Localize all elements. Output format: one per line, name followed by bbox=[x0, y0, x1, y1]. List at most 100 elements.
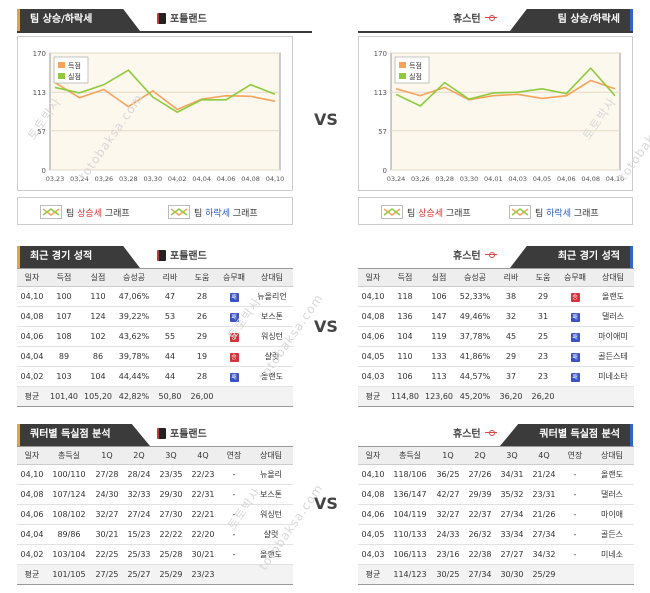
table-cell: - bbox=[560, 524, 590, 545]
table-cell: 28 bbox=[187, 366, 217, 387]
table-cell: 113 bbox=[422, 366, 456, 387]
result-cell: 패 bbox=[558, 366, 592, 387]
table-cell: 41,86% bbox=[456, 346, 494, 367]
table-header-row: 일자 총득실 1Q 2Q 3Q 4Q 연장 상대팀 bbox=[17, 446, 293, 465]
table-cell: 49,46% bbox=[456, 306, 494, 327]
table-cell: 110 bbox=[81, 286, 115, 307]
table-row: 04,08 107/124 24/30 32/33 29/30 22/31- 보스톤 bbox=[17, 484, 293, 505]
legend-up: 팀 상승세 그래프 bbox=[40, 205, 130, 219]
header-accent bbox=[17, 9, 20, 31]
table-cell: - bbox=[219, 544, 249, 565]
result-cell: 승 bbox=[217, 326, 251, 347]
table-cell: 53 bbox=[153, 306, 187, 327]
column-header: 상대팀 bbox=[590, 446, 634, 465]
table-cell: 102 bbox=[81, 326, 115, 347]
section-title: 최근 경기 성적 bbox=[20, 246, 140, 268]
table-cell: 27/34 bbox=[528, 524, 560, 545]
table-cell: 04,04 bbox=[17, 524, 47, 545]
result-cell: 패 bbox=[217, 366, 251, 387]
table-cell: 108 bbox=[47, 326, 81, 347]
table-cell: 39,78% bbox=[115, 346, 153, 367]
quarter-header-right: 휴스턴 쿼터별 득실점 분석 bbox=[358, 424, 633, 446]
table-cell: 55 bbox=[153, 326, 187, 347]
table-cell: 32/27 bbox=[91, 504, 123, 525]
table-cell: 28/24 bbox=[123, 464, 155, 485]
table-cell: 108/102 bbox=[47, 504, 91, 525]
legend-swatch bbox=[399, 73, 406, 79]
table-header-row: 일자 득점 실점 승성공 리바 도움 승무패 상대팀 bbox=[358, 268, 634, 287]
trend-header-left: 팀 상승/하락세 포틀랜드 bbox=[17, 9, 312, 31]
table-cell: 04,08 bbox=[17, 306, 47, 327]
line-chart: 0 57 113 170 03,24 03,26 03,28 03,30 04,01 04,03 0… bbox=[374, 50, 625, 183]
table-cell: 04,02 bbox=[17, 366, 47, 387]
column-header: 1Q bbox=[91, 446, 123, 465]
table-cell: 136 bbox=[388, 306, 422, 327]
recent-games-table-left: 일자 득점 실점 승성공 리바 도움 승무패 상대팀 04,10 100 110 47,06% 47 28… bbox=[17, 268, 293, 407]
result-badge: 패 bbox=[570, 353, 580, 362]
table-cell: - bbox=[560, 484, 590, 505]
trend-header-right: 휴스턴 팀 상승/하락세 bbox=[358, 9, 633, 31]
table-cell: 보스톤 bbox=[251, 306, 293, 327]
quarter-analysis-table-left: 일자 총득실 1Q 2Q 3Q 4Q 연장 상대팀 04,10 100/110 27/28 28/24… bbox=[17, 446, 293, 585]
table-cell bbox=[592, 386, 634, 407]
table-cell: 42,82% bbox=[115, 386, 153, 407]
quarter-header-left: 쿼터별 득실점 분석 포틀랜드 bbox=[17, 424, 312, 446]
table-cell: 104/119 bbox=[388, 504, 432, 525]
column-header: 상대팀 bbox=[251, 268, 293, 287]
team-name: 포틀랜드 bbox=[157, 250, 207, 264]
team-logo-icon bbox=[157, 250, 166, 261]
x-tick-label: 04,08 bbox=[241, 175, 260, 183]
column-header: 리바 bbox=[153, 268, 187, 287]
result-badge: 패 bbox=[570, 373, 580, 382]
down-trend-icon bbox=[509, 205, 531, 219]
column-header: 연장 bbox=[560, 446, 590, 465]
y-tick-label: 57 bbox=[37, 128, 46, 136]
result-badge: 승 bbox=[570, 293, 580, 302]
quarter-analysis-table-right: 일자 총득실 1Q 2Q 3Q 4Q 연장 상대팀 04,10 118/106 36/25 27/26… bbox=[358, 446, 634, 585]
table-row: 04,03 106 113 44,57% 37 23 패 미네소타 bbox=[358, 366, 634, 387]
table-cell: 04,06 bbox=[17, 504, 47, 525]
table-cell: 23 bbox=[528, 346, 558, 367]
table-cell: 샬럿 bbox=[249, 524, 293, 545]
y-tick-label: 57 bbox=[378, 128, 387, 136]
table-cell: 34/31 bbox=[496, 464, 528, 485]
column-header: 상대팀 bbox=[249, 446, 293, 465]
table-row: 04,06 108 102 43,62% 55 29 승 워싱턴 bbox=[17, 326, 293, 347]
legend-swatch bbox=[399, 62, 406, 68]
average-row: 평균 101,40 105,20 42,82% 50,80 26,00 bbox=[17, 386, 293, 407]
x-tick-label: 03,24 bbox=[387, 175, 406, 183]
chart-legend-left: 팀 상승세 그래프 팀 하락세 그래프 bbox=[17, 197, 293, 225]
table-cell: 24/30 bbox=[91, 484, 123, 505]
table-row: 04,10 118 106 52,33% 38 29 승 올랜도 bbox=[358, 286, 634, 307]
team-logo-icon bbox=[484, 429, 497, 437]
team-name: 휴스턴 bbox=[453, 13, 497, 27]
table-cell: - bbox=[560, 464, 590, 485]
table-cell: 22/37 bbox=[464, 504, 496, 525]
table-cell: 04,08 bbox=[358, 306, 388, 327]
table-cell: 04,03 bbox=[358, 366, 388, 387]
table-cell: 119 bbox=[422, 326, 456, 347]
result-cell: 승 bbox=[558, 286, 592, 307]
table-cell: - bbox=[219, 464, 249, 485]
x-tick-label: 04,08 bbox=[581, 175, 600, 183]
y-tick-label: 113 bbox=[374, 89, 387, 97]
table-cell bbox=[560, 564, 590, 585]
table-cell: 30/21 bbox=[187, 544, 219, 565]
down-trend-icon bbox=[168, 205, 190, 219]
table-row: 04,02 103/104 22/25 25/33 25/28 30/21- 올랜도 bbox=[17, 544, 293, 565]
table-cell: 107 bbox=[47, 306, 81, 327]
table-cell: 27/27 bbox=[496, 544, 528, 565]
table-cell: 38 bbox=[494, 286, 528, 307]
table-cell: 올랜도 bbox=[592, 286, 634, 307]
table-cell: 100/110 bbox=[47, 464, 91, 485]
table-cell: 103/104 bbox=[47, 544, 91, 565]
table-cell: 50,80 bbox=[153, 386, 187, 407]
table-cell: 101,40 bbox=[47, 386, 81, 407]
table-cell: 22/21 bbox=[187, 504, 219, 525]
y-tick-label: 0 bbox=[42, 167, 46, 175]
table-cell: 샬럿 bbox=[251, 346, 293, 367]
y-tick-label: 0 bbox=[383, 167, 387, 175]
table-cell: 30/30 bbox=[496, 564, 528, 585]
x-tick-label: 03,26 bbox=[411, 175, 430, 183]
result-cell: 패 bbox=[217, 286, 251, 307]
